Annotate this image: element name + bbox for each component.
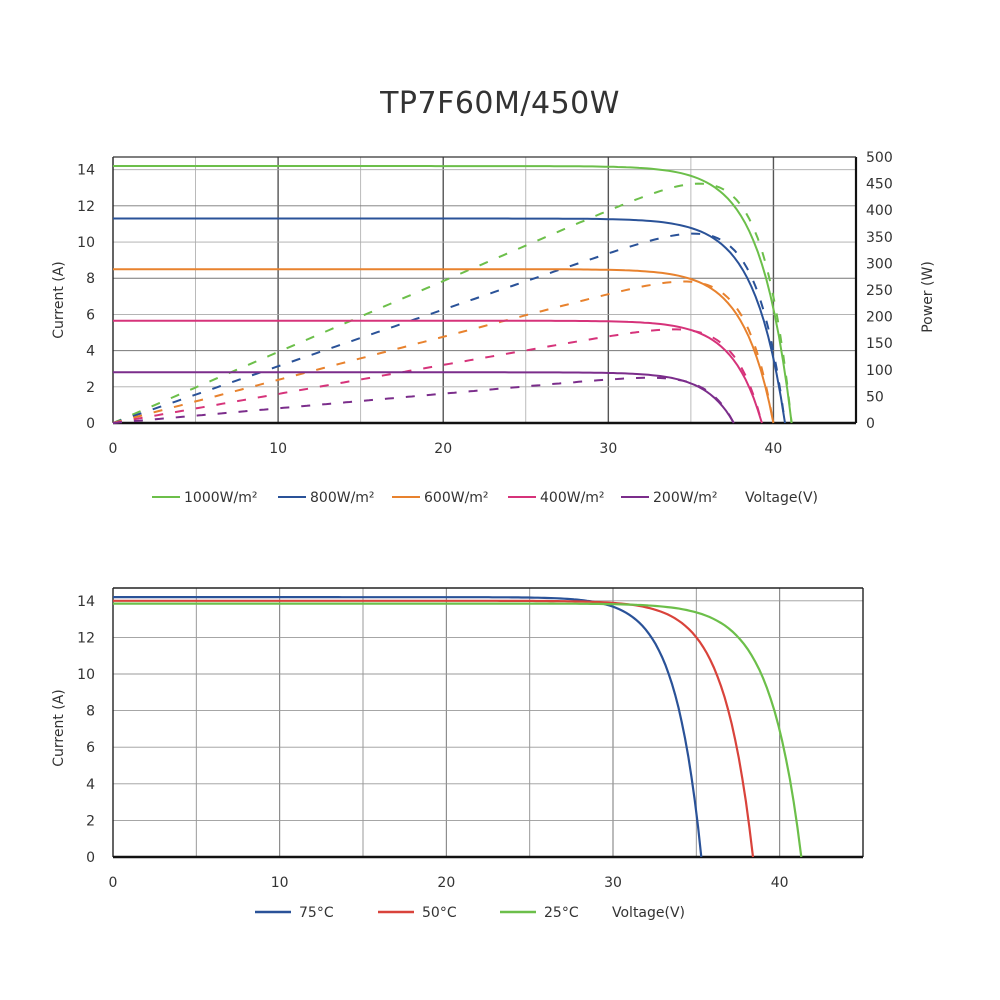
legend-label-2: 25°C <box>544 905 579 921</box>
y2-tick-label: 150 <box>866 336 893 352</box>
y2-tick-label: 450 <box>866 177 893 193</box>
legend-label-2: 600W/m² <box>424 490 489 506</box>
iv-curve-2 <box>113 268 775 424</box>
y2-axis-label: Power (W) <box>920 261 936 333</box>
power-curve-3 <box>112 328 763 424</box>
power-curve-1 <box>112 232 786 424</box>
iv-curve-1 <box>113 217 786 424</box>
y-tick-label: 14 <box>77 594 95 610</box>
legend-xlabel: Voltage(V) <box>612 905 685 921</box>
y2-tick-label: 500 <box>866 150 893 166</box>
legend-label-4: 200W/m² <box>653 490 718 506</box>
y-tick-label: 14 <box>77 163 95 179</box>
y2-tick-label: 0 <box>866 416 875 432</box>
legend-label-3: 400W/m² <box>540 490 605 506</box>
y-tick-label: 0 <box>86 416 95 432</box>
y2-tick-label: 100 <box>866 363 893 379</box>
power-curve-0 <box>112 182 793 424</box>
y-axis-label: Current (A) <box>51 261 67 339</box>
y-tick-label: 12 <box>77 199 95 215</box>
legend-label-0: 75°C <box>299 905 334 921</box>
power-curve-4 <box>112 376 735 424</box>
y2-tick-label: 250 <box>866 283 893 299</box>
legend-label-1: 800W/m² <box>310 490 375 506</box>
x-tick-label: 10 <box>269 441 287 457</box>
x-tick-label: 0 <box>109 875 118 891</box>
y-tick-label: 12 <box>77 630 95 646</box>
x-tick-label: 40 <box>771 875 789 891</box>
legend-xlabel: Voltage(V) <box>745 490 818 506</box>
iv-curve-4 <box>113 371 735 424</box>
x-tick-label: 30 <box>599 441 617 457</box>
x-tick-label: 20 <box>434 441 452 457</box>
y2-tick-label: 400 <box>866 203 893 219</box>
x-tick-label: 30 <box>604 875 622 891</box>
y-tick-label: 2 <box>86 813 95 829</box>
y2-tick-label: 200 <box>866 310 893 326</box>
chart-title: TP7F60M/450W <box>380 86 620 121</box>
power-curve-2 <box>112 280 775 424</box>
y-tick-label: 8 <box>86 271 95 287</box>
y-tick-label: 6 <box>86 740 95 756</box>
x-tick-label: 40 <box>765 441 783 457</box>
y2-tick-label: 50 <box>866 389 884 405</box>
y-tick-label: 10 <box>77 667 95 683</box>
y-tick-label: 2 <box>86 380 95 396</box>
temp-curve-2 <box>113 602 803 858</box>
x-tick-label: 10 <box>271 875 289 891</box>
iv-curve-0 <box>113 165 793 424</box>
legend-label-1: 50°C <box>422 905 457 921</box>
y-tick-label: 6 <box>86 307 95 323</box>
temp-curve-1 <box>113 599 755 858</box>
y-tick-label: 0 <box>86 850 95 866</box>
iv-curve-3 <box>113 319 763 424</box>
y2-tick-label: 300 <box>866 256 893 272</box>
x-tick-label: 0 <box>109 441 118 457</box>
y-axis-label: Current (A) <box>51 689 67 767</box>
y-tick-label: 10 <box>77 235 95 251</box>
y2-tick-label: 350 <box>866 230 893 246</box>
y-tick-label: 4 <box>86 344 95 360</box>
legend-label-0: 1000W/m² <box>184 490 257 506</box>
y-tick-label: 4 <box>86 777 95 793</box>
y-tick-label: 8 <box>86 704 95 720</box>
x-tick-label: 20 <box>437 875 455 891</box>
